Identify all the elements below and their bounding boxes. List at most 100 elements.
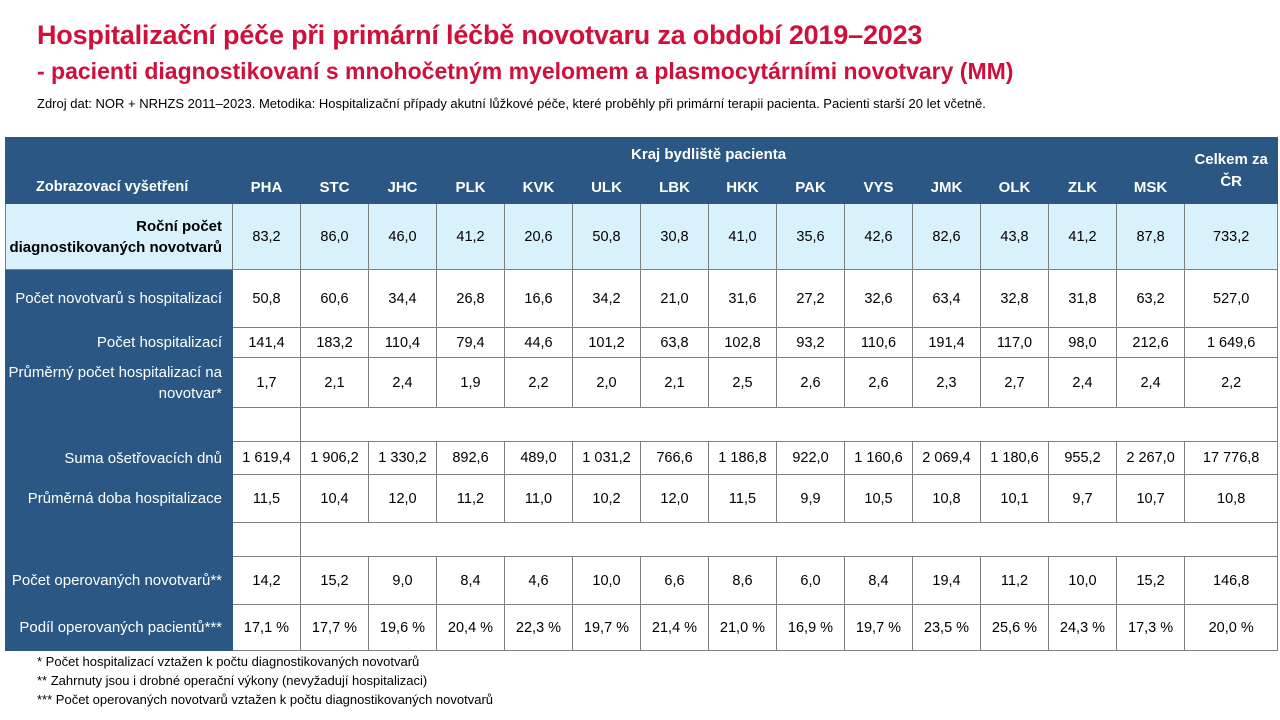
page-subtitle: - pacienti diagnostikovaní s mnohočetným… bbox=[37, 58, 1014, 84]
table-cell: 14,2 bbox=[232, 556, 301, 605]
table-cell: 17,3 % bbox=[1115, 604, 1186, 651]
table-cell: 2,4 bbox=[368, 357, 437, 408]
first-column-header: Zobrazovací vyšetření bbox=[5, 170, 233, 204]
table-cell: 101,2 bbox=[572, 327, 641, 358]
table-cell: 10,8 bbox=[912, 474, 981, 523]
region-header-jhc: JHC bbox=[368, 170, 437, 204]
table-row: Počet hospitalizací 141,4 183,2 110,4 79,4 44… bbox=[5, 327, 1279, 358]
region-header-kvk: KVK bbox=[504, 170, 573, 204]
table-cell: 141,4 bbox=[232, 327, 301, 358]
table-cell: 8,4 bbox=[436, 556, 505, 605]
table-row: Průměrná doba hospitalizace 11,5 10,4 12,0 1… bbox=[5, 474, 1279, 523]
table-cell: 11,2 bbox=[980, 556, 1049, 605]
table-cell: 15,2 bbox=[300, 556, 369, 605]
hospitalization-table: Kraj bydliště pacienta Celkem za ČR Zobr… bbox=[5, 137, 1279, 651]
row-label: Počet operovaných novotvarů** bbox=[5, 556, 233, 605]
table-cell: 19,4 bbox=[912, 556, 981, 605]
table-cell: 10,2 bbox=[572, 474, 641, 523]
row-label: Počet novotvarů s hospitalizací bbox=[5, 269, 233, 328]
table-cell: 6,0 bbox=[776, 556, 845, 605]
table-cell: 2,3 bbox=[912, 357, 981, 408]
table-cell: 11,2 bbox=[436, 474, 505, 523]
region-header-stc: STC bbox=[300, 170, 369, 204]
table-cell: 42,6 bbox=[844, 203, 913, 270]
region-header-pak: PAK bbox=[776, 170, 845, 204]
table-cell: 98,0 bbox=[1048, 327, 1117, 358]
table-cell: 6,6 bbox=[640, 556, 709, 605]
table-cell: 12,0 bbox=[640, 474, 709, 523]
table-cell: 63,2 bbox=[1115, 269, 1186, 328]
table-cell: 41,2 bbox=[436, 203, 505, 270]
blank-cell bbox=[232, 522, 301, 557]
table-cell: 2,0 bbox=[572, 357, 641, 408]
header-empty-cell bbox=[5, 137, 233, 171]
table-cell: 63,8 bbox=[640, 327, 709, 358]
row-label: Suma ošetřovacích dnů bbox=[5, 441, 233, 475]
table-cell: 1 330,2 bbox=[368, 441, 437, 475]
table-cell: 10,4 bbox=[300, 474, 369, 523]
row-label: Roční počet diagnostikovaných novotvarů bbox=[5, 203, 233, 270]
table-row: Počet operovaných novotvarů** 14,2 15,2 9,0… bbox=[5, 556, 1279, 605]
table-cell: 41,2 bbox=[1048, 203, 1117, 270]
table-cell: 82,6 bbox=[912, 203, 981, 270]
table-cell: 8,6 bbox=[708, 556, 777, 605]
total-header: Celkem za ČR bbox=[1184, 137, 1279, 204]
table-cell: 2 267,0 bbox=[1115, 441, 1186, 475]
table-cell: 102,8 bbox=[708, 327, 777, 358]
spacer-row bbox=[5, 407, 1279, 442]
region-header-lbk: LBK bbox=[640, 170, 709, 204]
table-cell: 20,4 % bbox=[436, 604, 505, 651]
row-label: Počet hospitalizací bbox=[5, 327, 233, 358]
table-cell: 16,6 bbox=[504, 269, 573, 328]
table-cell: 50,8 bbox=[232, 269, 301, 328]
region-header-jmk: JMK bbox=[912, 170, 981, 204]
region-group-header: Kraj bydliště pacienta bbox=[231, 137, 1186, 171]
table-cell: 27,2 bbox=[776, 269, 845, 328]
table-cell: 766,6 bbox=[640, 441, 709, 475]
row-label: Podíl operovaných pacientů*** bbox=[5, 604, 233, 651]
table-cell: 43,8 bbox=[980, 203, 1049, 270]
region-header-vys: VYS bbox=[844, 170, 913, 204]
table-cell: 191,4 bbox=[912, 327, 981, 358]
table-row: Průměrný počet hospitalizací na novotvar… bbox=[5, 357, 1279, 408]
region-header-msk: MSK bbox=[1115, 170, 1186, 204]
footnote: * Počet hospitalizací vztažen k počtu di… bbox=[37, 654, 420, 669]
source-note: Zdroj dat: NOR + NRHZS 2011–2023. Metodi… bbox=[37, 96, 986, 111]
table-cell: 922,0 bbox=[776, 441, 845, 475]
table-cell: 2 069,4 bbox=[912, 441, 981, 475]
page-title: Hospitalizační péče při primární léčbě n… bbox=[37, 20, 923, 50]
blank-cell bbox=[299, 522, 1279, 557]
region-header-pha: PHA bbox=[232, 170, 301, 204]
table-cell: 41,0 bbox=[708, 203, 777, 270]
table-cell: 19,6 % bbox=[368, 604, 437, 651]
region-header-plk: PLK bbox=[436, 170, 505, 204]
table-cell: 2,5 bbox=[708, 357, 777, 408]
table-cell: 87,8 bbox=[1115, 203, 1186, 270]
table-cell: 83,2 bbox=[232, 203, 301, 270]
table-cell: 34,4 bbox=[368, 269, 437, 328]
table-cell: 21,4 % bbox=[640, 604, 709, 651]
total-cell: 1 649,6 bbox=[1184, 327, 1279, 358]
table-cell: 183,2 bbox=[300, 327, 369, 358]
table-row: Roční počet diagnostikovaných novotvarů 8… bbox=[5, 203, 1279, 270]
table-cell: 110,6 bbox=[844, 327, 913, 358]
table-cell: 1 160,6 bbox=[844, 441, 913, 475]
table-cell: 489,0 bbox=[504, 441, 573, 475]
table-cell: 9,9 bbox=[776, 474, 845, 523]
table-cell: 21,0 % bbox=[708, 604, 777, 651]
table-cell: 31,8 bbox=[1048, 269, 1117, 328]
table-cell: 9,7 bbox=[1048, 474, 1117, 523]
table-cell: 1,9 bbox=[436, 357, 505, 408]
table-cell: 24,3 % bbox=[1048, 604, 1117, 651]
footnote: *** Počet operovaných novotvarů vztažen … bbox=[37, 692, 493, 707]
region-header-olk: OLK bbox=[980, 170, 1049, 204]
table-cell: 44,6 bbox=[504, 327, 573, 358]
table-cell: 17,7 % bbox=[300, 604, 369, 651]
table-cell: 117,0 bbox=[980, 327, 1049, 358]
table-cell: 86,0 bbox=[300, 203, 369, 270]
blank-cell bbox=[299, 407, 1279, 442]
table-row: Podíl operovaných pacientů*** 17,1 % 17,7 … bbox=[5, 604, 1279, 651]
table-cell: 2,1 bbox=[640, 357, 709, 408]
table-cell: 2,6 bbox=[844, 357, 913, 408]
table-cell: 1 906,2 bbox=[300, 441, 369, 475]
